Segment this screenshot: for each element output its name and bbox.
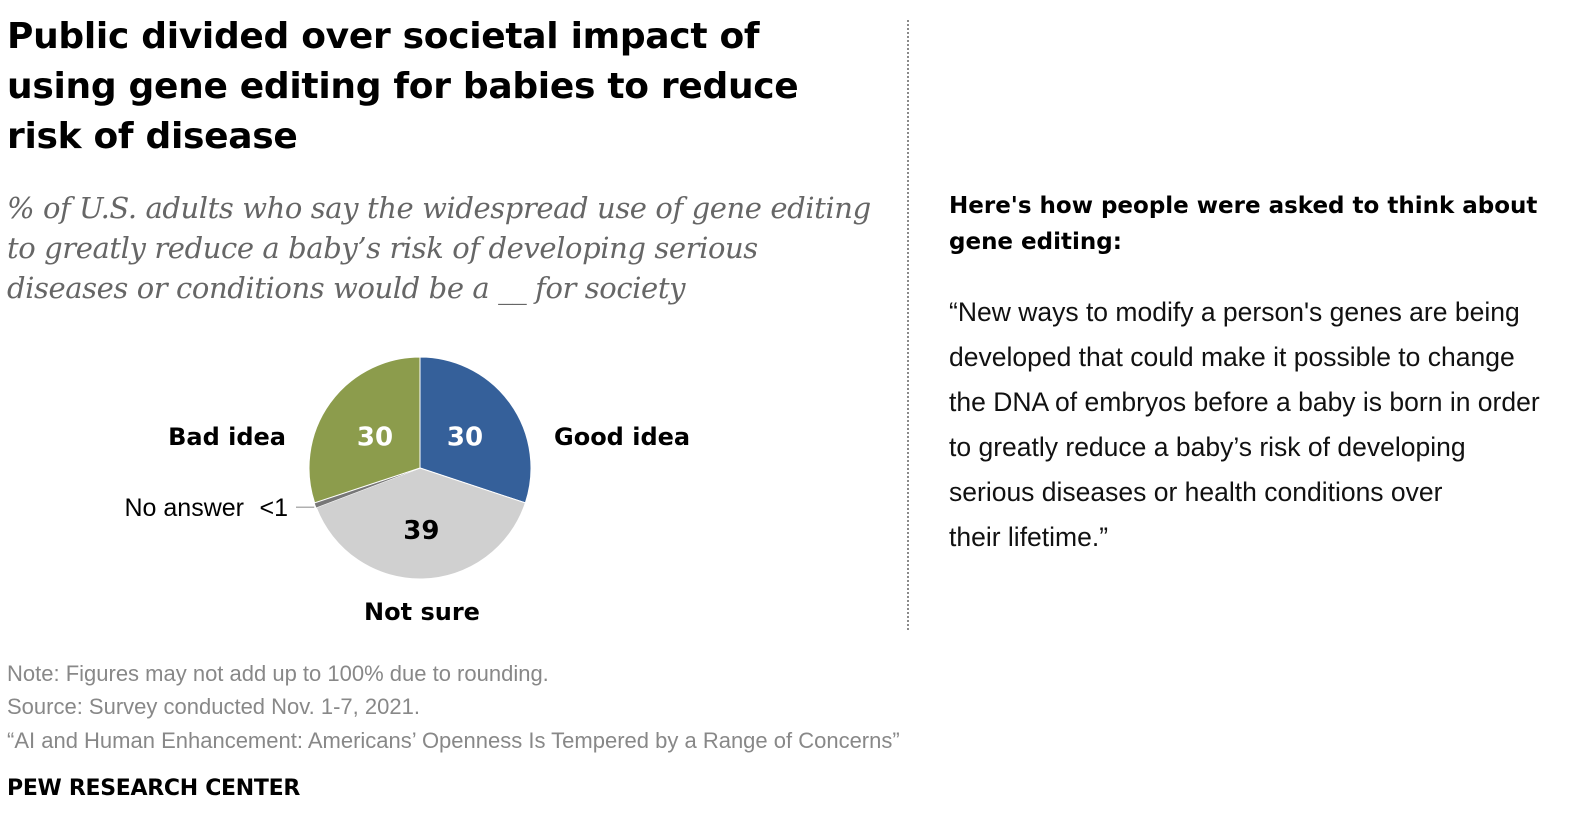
sidebar-heading: Here's how people were asked to think ab…: [949, 193, 1538, 255]
slice-category-label: No answer: [125, 494, 245, 522]
footer-note: Note: Figures may not add up to 100% due…: [7, 661, 549, 686]
chart-title: Public divided over societal impact of u…: [7, 16, 799, 157]
slice-category-label: Bad idea: [168, 423, 286, 451]
slice-value-label: 30: [447, 423, 483, 453]
quote-line: the DNA of embryos before a baby is born…: [949, 387, 1540, 417]
quote-line: their lifetime.”: [949, 522, 1109, 552]
chart-subtitle: % of U.S. adults who say the widespread …: [7, 191, 871, 305]
vertical-divider: [907, 20, 909, 630]
brand-logo-text: PEW RESEARCH CENTER: [7, 776, 300, 801]
slice-category-label: Not sure: [364, 598, 480, 626]
quote-line: developed that could make it possible to…: [949, 342, 1515, 372]
pie-slice-no-answer: [314, 468, 420, 508]
footer-report-title: “AI and Human Enhancement: Americans’ Op…: [7, 728, 900, 753]
slice-value-label: <1: [259, 494, 288, 522]
quote-line: to greatly reduce a baby’s risk of devel…: [949, 432, 1466, 462]
pie-slice-not-sure: [315, 467, 527, 580]
footer-source: Source: Survey conducted Nov. 1-7, 2021.: [7, 694, 420, 719]
slice-value-label: 39: [403, 516, 439, 546]
slice-category-label: Good idea: [554, 423, 690, 451]
quote-line: “New ways to modify a person's genes are…: [949, 297, 1520, 327]
pie-slice-good-idea: [419, 356, 532, 504]
slice-value-label: 30: [357, 423, 393, 453]
pie-slice-bad-idea: [308, 356, 421, 504]
quote-line: serious diseases or health conditions ov…: [949, 477, 1443, 507]
pie-chart: 30 Good idea 39 Not sure <1 No answer 30 Bad id…: [125, 356, 690, 626]
sidebar-quote: “New ways to modify a person's genes are…: [949, 290, 1581, 560]
